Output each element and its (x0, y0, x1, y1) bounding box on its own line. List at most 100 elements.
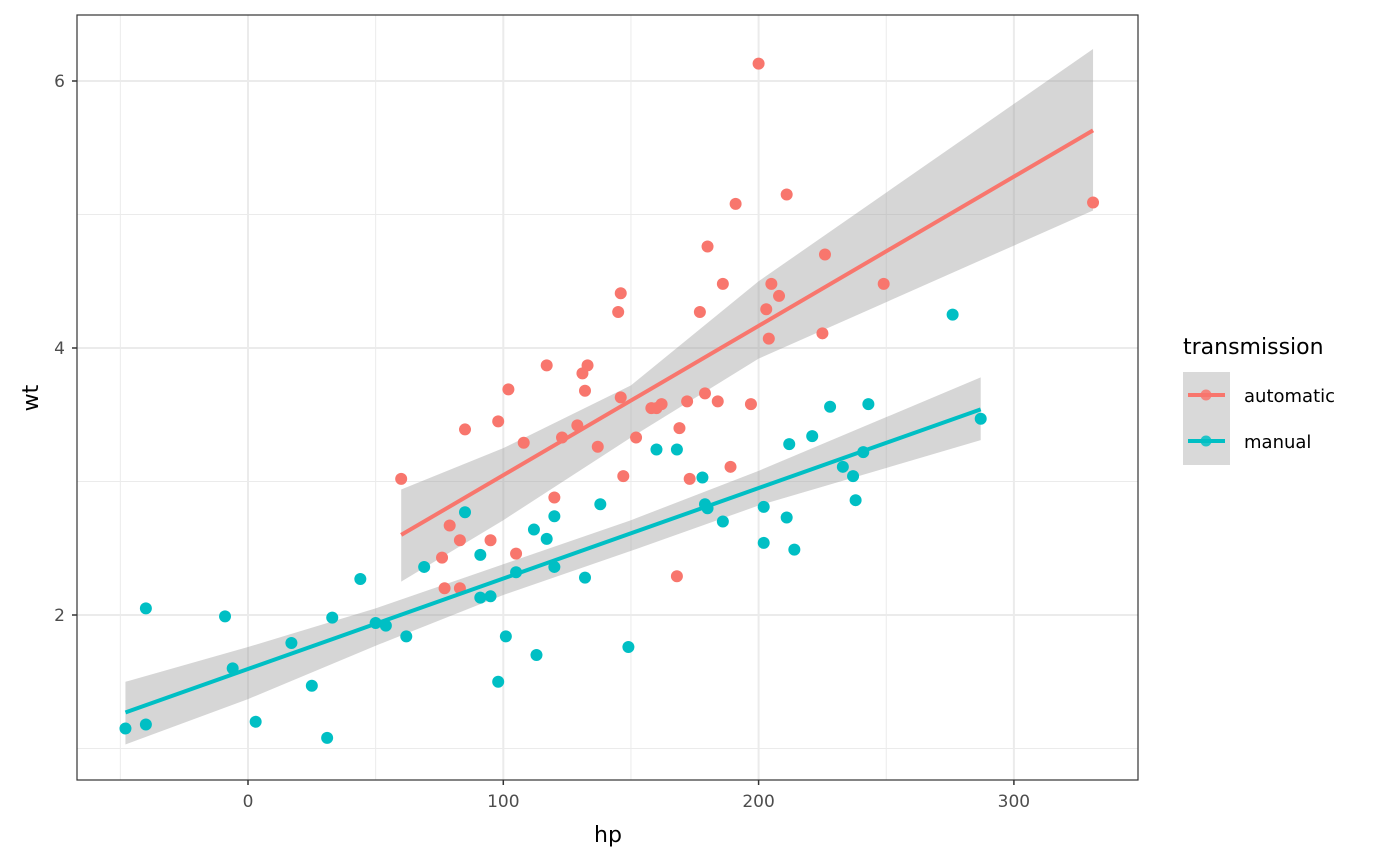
data-point (946, 308, 959, 321)
data-point (578, 571, 591, 584)
data-point (862, 398, 875, 411)
data-point (594, 498, 607, 511)
data-point (806, 430, 819, 443)
data-point (816, 327, 829, 340)
data-point (877, 277, 890, 290)
data-point (540, 532, 553, 545)
data-point (757, 536, 770, 549)
data-point (1087, 196, 1100, 209)
data-point (701, 240, 714, 253)
data-point (670, 570, 683, 583)
legend-label-manual: manual (1244, 432, 1311, 453)
data-point (459, 423, 472, 436)
data-point (438, 582, 451, 595)
data-point (548, 510, 561, 523)
data-point (474, 548, 487, 561)
data-point (773, 289, 786, 302)
data-point (418, 560, 431, 573)
data-point (395, 472, 408, 485)
data-point (696, 471, 709, 484)
data-point (305, 679, 318, 692)
fit-line-manual (124, 407, 982, 715)
data-point (974, 412, 987, 425)
y-axis-title: wt (19, 384, 44, 411)
data-point (650, 443, 663, 456)
data-point (139, 718, 152, 731)
data-point (614, 287, 627, 300)
legend-title: transmission (1183, 335, 1324, 360)
points-manual (119, 308, 987, 744)
data-point (824, 400, 837, 413)
data-point (219, 610, 232, 623)
data-point (321, 731, 334, 744)
data-point (326, 611, 339, 624)
data-point (760, 303, 773, 316)
data-point (818, 248, 831, 261)
data-point (849, 494, 862, 507)
data-point (724, 460, 737, 473)
data-point (436, 551, 449, 564)
x-axis-title: hp (594, 823, 622, 848)
data-point (139, 602, 152, 615)
data-point (765, 277, 778, 290)
data-point (453, 534, 466, 547)
panel-background (77, 15, 1138, 780)
y-tick-label: 4 (54, 339, 65, 359)
data-point (614, 391, 627, 404)
data-point (517, 436, 530, 449)
data-point (492, 675, 505, 688)
data-point (716, 277, 729, 290)
data-point (474, 591, 487, 604)
plot-panel (76, 14, 1139, 781)
data-point (711, 395, 724, 408)
data-point (119, 722, 132, 735)
data-point (788, 543, 801, 556)
legend-label-automatic: automatic (1244, 386, 1335, 407)
data-point (783, 438, 796, 451)
x-tick-label: 300 (998, 792, 1030, 812)
data-point (527, 523, 540, 536)
legend-dot-manual (1200, 435, 1212, 447)
data-point (499, 630, 512, 643)
data-point (757, 500, 770, 513)
data-point (591, 440, 604, 453)
legend-dot-automatic (1200, 389, 1212, 401)
data-point (354, 572, 367, 585)
data-point (548, 560, 561, 573)
data-point (249, 715, 262, 728)
data-point (612, 305, 625, 318)
data-point (510, 547, 523, 560)
data-point (683, 472, 696, 485)
data-point (540, 359, 553, 372)
data-point (693, 305, 706, 318)
data-point (502, 383, 515, 396)
legend: transmission automatic manual (1183, 335, 1335, 465)
y-tick-label: 2 (54, 606, 65, 626)
data-point (780, 511, 793, 524)
data-point (459, 506, 472, 519)
data-point (530, 649, 543, 662)
data-point (744, 398, 757, 411)
confidence-band-automatic (401, 48, 1094, 582)
data-point (847, 470, 860, 483)
x-tick-label: 200 (742, 792, 774, 812)
x-tick-label: 100 (487, 792, 519, 812)
data-point (780, 188, 793, 201)
data-point (716, 515, 729, 528)
data-point (655, 398, 668, 411)
data-point (484, 590, 497, 603)
data-point (581, 359, 594, 372)
data-point (484, 534, 497, 547)
data-point (548, 491, 561, 504)
fit-line-automatic (400, 128, 1095, 537)
data-point (622, 641, 635, 654)
data-point (617, 470, 630, 483)
data-point (762, 332, 775, 345)
data-point (285, 637, 298, 650)
data-point (698, 387, 711, 400)
points-automatic (395, 57, 1100, 595)
axes: 0 100 200 300 2 4 6 (54, 72, 1030, 812)
panel-border (76, 14, 1139, 781)
data-point (752, 57, 765, 70)
